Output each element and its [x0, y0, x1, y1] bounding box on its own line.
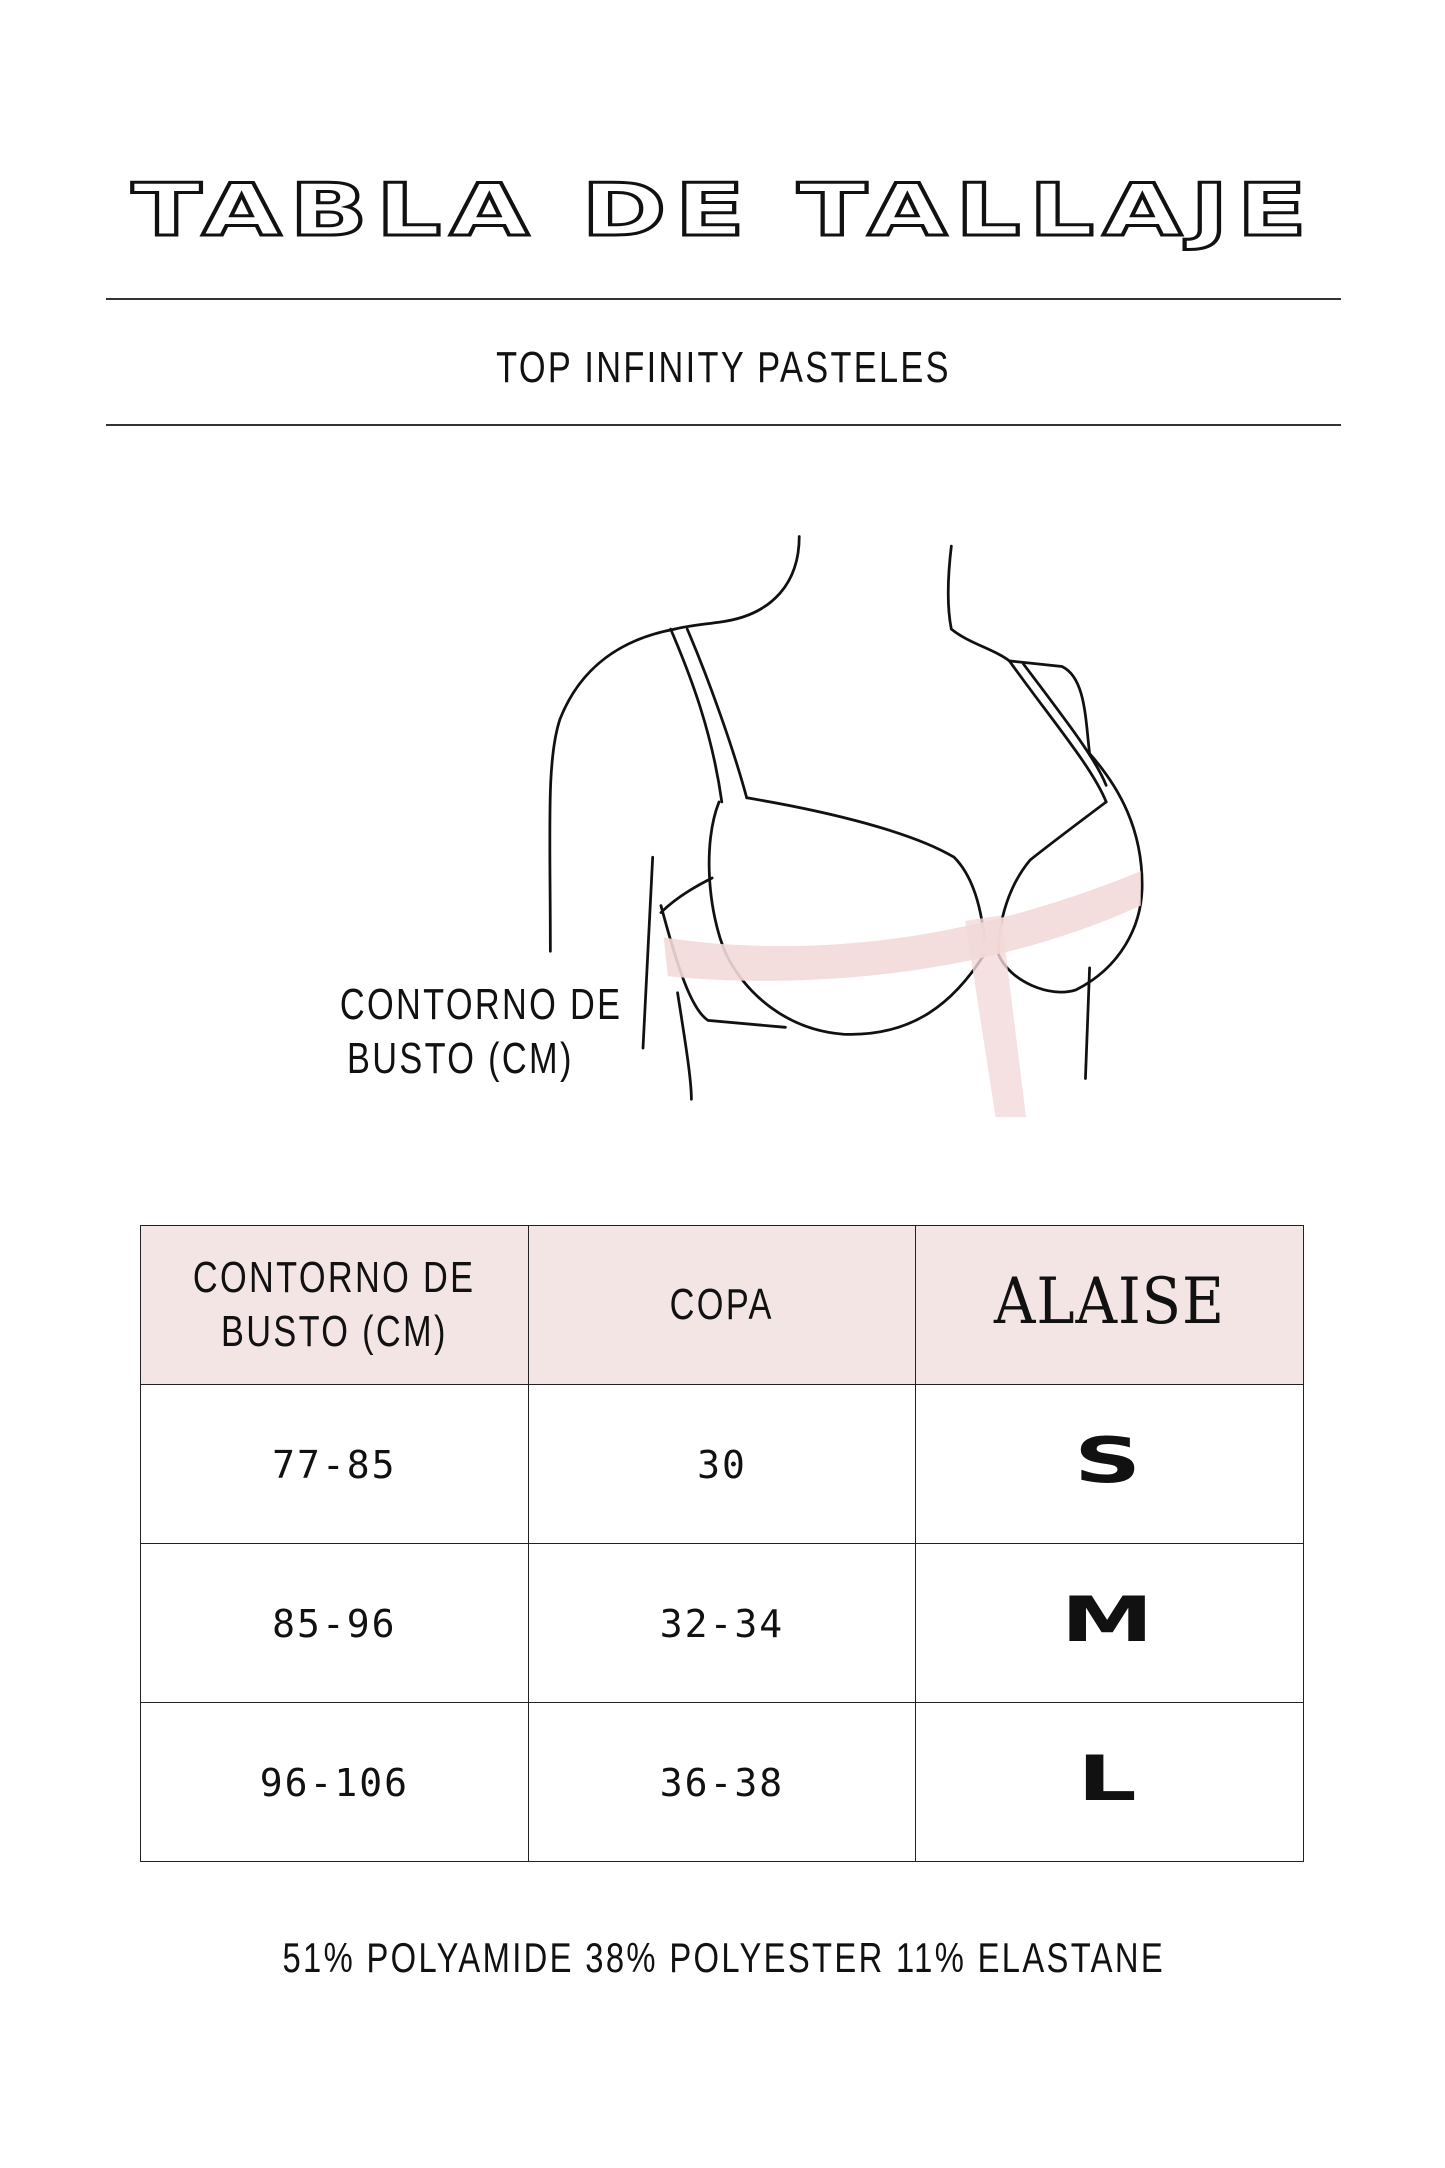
table-header-row: CONTORNO DE BUSTO (CM) COPA ALAISE	[140, 1225, 1304, 1385]
size-cell: M	[915, 1543, 1304, 1703]
size-value: S	[1073, 1423, 1146, 1497]
bust-value: 96-106	[259, 1760, 409, 1805]
right-torso-line	[1084, 966, 1091, 1080]
left-strap-inner	[685, 627, 749, 800]
bust-cell: 85-96	[140, 1543, 529, 1703]
header-bust: CONTORNO DE BUSTO (CM)	[140, 1225, 529, 1385]
right-strap-inner	[1021, 662, 1108, 787]
product-name-text: TOP INFINITY PASTELES	[496, 343, 951, 392]
page-title: TABLA DE TALLAJE	[130, 168, 1316, 252]
product-name: TOP INFINITY PASTELES	[106, 342, 1341, 394]
right-cup	[996, 752, 1144, 994]
left-cup-top	[745, 796, 986, 942]
header-bust-line1: CONTORNO DE	[193, 1253, 476, 1302]
header-cup-text: COPA	[669, 1280, 775, 1329]
cup-cell: 36-38	[527, 1702, 917, 1862]
right-shoulder-line	[1008, 659, 1091, 755]
divider	[106, 424, 1341, 426]
measuring-tape-band	[663, 871, 1141, 981]
table-row: 77-85 30 S	[140, 1384, 1304, 1544]
cup-cell: 32-34	[527, 1543, 917, 1703]
underband-left	[659, 904, 787, 1029]
measuring-tape-end	[965, 915, 1026, 1118]
bust-value: 85-96	[272, 1601, 397, 1646]
right-strap-outer	[1008, 659, 1108, 804]
label-line1: CONTORNO DE	[339, 980, 623, 1029]
left-torso-line	[676, 991, 693, 1101]
size-value: L	[1077, 1741, 1142, 1815]
fabric-composition: 51% POLYAMIDE 38% POLYESTER 11% ELASTANE	[106, 1930, 1341, 1986]
size-cell: S	[915, 1384, 1304, 1544]
header-brand-logo: ALAISE	[915, 1225, 1304, 1385]
left-strap-outer	[669, 627, 724, 804]
left-arm-line	[548, 627, 677, 953]
bust-value: 77-85	[272, 1442, 397, 1487]
cup-value: 32-34	[659, 1601, 785, 1646]
fabric-composition-text: 51% POLYAMIDE 38% POLYESTER 11% ELASTANE	[282, 1934, 1165, 1981]
bust-cell: 77-85	[140, 1384, 529, 1544]
header-cup: COPA	[527, 1225, 917, 1385]
cup-value: 30	[697, 1442, 747, 1487]
left-body-line	[641, 855, 655, 1050]
bust-measurement-label: CONTORNO DE BUSTO (CM)	[300, 978, 620, 1086]
cup-cell: 30	[527, 1384, 917, 1544]
neck-right-line	[946, 544, 1011, 663]
table-row: 85-96 32-34 M	[140, 1543, 1304, 1703]
size-value: M	[1061, 1582, 1159, 1656]
table-row: 96-106 36-38 L	[140, 1702, 1304, 1862]
divider	[106, 298, 1341, 300]
header-bust-line2: BUSTO (CM)	[220, 1307, 448, 1356]
cup-value: 36-38	[659, 1760, 785, 1805]
neck-left-line	[673, 535, 801, 631]
bust-cell: 96-106	[140, 1702, 529, 1862]
size-table: CONTORNO DE BUSTO (CM) COPA ALAISE 77-85…	[140, 1225, 1304, 1862]
left-cup-side	[659, 876, 714, 914]
left-cup	[707, 800, 986, 1036]
label-line2: BUSTO (CM)	[346, 1034, 574, 1083]
brand-logo: ALAISE	[994, 1264, 1226, 1339]
size-cell: L	[915, 1702, 1304, 1862]
